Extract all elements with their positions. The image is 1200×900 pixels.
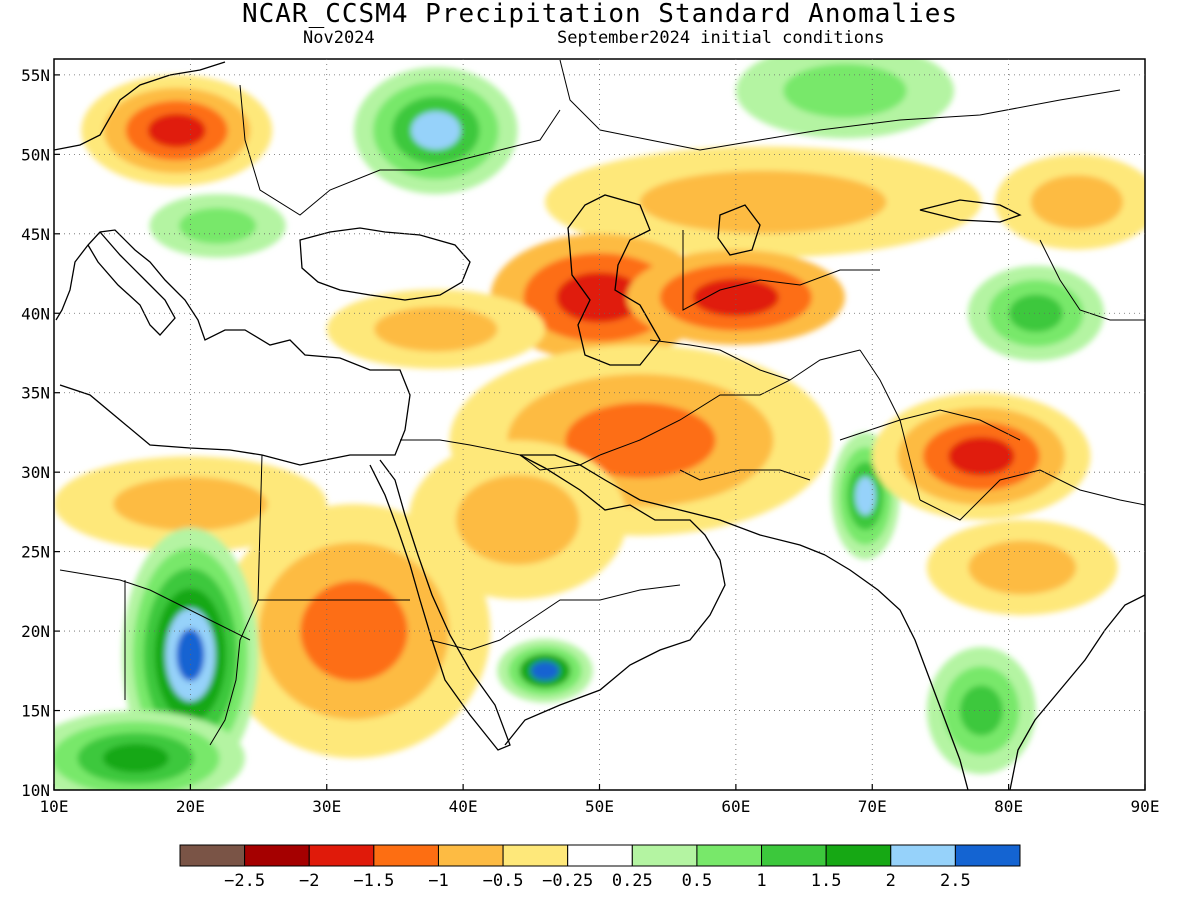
anomaly-pakistan-wet-level-3 [855,476,876,516]
anomaly-yemen-wet-level-3 [530,661,560,681]
anomaly-kazakhstan-dry-level-1 [639,170,887,234]
colorbar-swatch [373,844,439,867]
lon-tick-label: 60E [721,797,750,816]
lat-tick-label: 30N [21,463,50,482]
anomaly-north-india-dry-level-3 [948,437,1015,476]
forecast-month: Nov2024 [303,28,375,48]
anomaly-mongolia-dry-level-1 [1030,175,1124,229]
lon-tick-label: 20E [176,797,205,816]
colorbar-label: 1.5 [811,871,842,891]
colorbar-label: 0.25 [612,871,653,891]
colorbar-label: −1 [428,871,448,891]
colorbar-swatch [502,844,569,867]
aral-sea-coast [717,204,761,256]
anomaly-iran-dry-level-2 [565,402,716,478]
lon-tick-label: 80E [994,797,1023,816]
colorbar-label: −2.5 [224,871,265,891]
lat-tick-label: 35N [21,384,50,403]
initial-conditions-label: September2024 initial conditions [557,28,885,48]
india-west-coast [824,554,969,790]
lat-tick-label: 45N [21,225,50,244]
lon-tick-label: 30E [312,797,341,816]
colorbar-swatch [244,844,310,867]
graticule [54,59,1145,790]
coastlines [54,59,1145,790]
lat-tick-label: 50N [21,145,50,164]
lon-tick-label: 50E [585,797,614,816]
colorbar-label: −0.5 [483,871,524,891]
anomaly-ukraine-wet-level-3 [411,111,461,150]
lat-tick-label: 25N [21,543,50,562]
baltic-coast [54,61,226,151]
colorbar-label: 2.5 [940,871,971,891]
red-sea-coast [369,459,511,751]
colorbar-swatch [308,844,375,867]
colorbar-label: −1.5 [353,871,394,891]
colorbar-label: −0.25 [542,871,593,891]
persian-gulf-coast [504,454,726,746]
colorbar-swatch [954,844,1021,867]
country-borders [59,59,1145,746]
colorbar: −2.5 −2 −1.5 −1 −0.5 −0.25 0.25 0.5 1 1.5 2 2.5 [179,844,1021,891]
lon-tick-label: 70E [858,797,887,816]
colorbar-swatch [631,844,698,867]
colorbar-label: 2 [886,871,896,891]
colorbar-swatch [567,844,633,867]
longitude-axis: 10E 20E 30E 40E 50E 60E 70E 80E 90E [40,784,1160,816]
colorbar-label: 0.5 [682,871,713,891]
anomaly-south-india-wet-level-2 [959,685,1003,736]
balkhash-coast [919,199,1022,223]
anomaly-caspian-dry-level-2 [556,272,643,323]
plot-title: NCAR_CCSM4 Precipitation Standard Anomal… [241,0,959,29]
mediterranean-coast [55,229,411,466]
india-east-coast [1009,594,1145,790]
anomaly-field [54,59,1145,790]
lon-tick-label: 10E [40,797,69,816]
lon-tick-label: 90E [1131,797,1160,816]
latitude-axis: 10N 15N 20N 25N 30N 35N 40N 45N 50N 55N [21,66,60,800]
gulf-north-coast [520,454,826,556]
anomaly-sahel-wet-level-3 [102,743,169,773]
lat-tick-label: 20N [21,622,50,641]
lat-tick-label: 10N [21,781,50,800]
colorbar-swatch [179,844,246,867]
lat-tick-label: 55N [21,66,50,85]
colorbar-label: 1 [756,871,766,891]
anomaly-libya-dry-level-1 [113,477,268,531]
colorbar-swatch [890,844,956,867]
anomaly-russia-north-wet-level-1 [783,63,907,118]
anomaly-saudi-dry-level-1 [456,474,580,565]
black-sea-coast [299,227,471,301]
colorbar-swatch [825,844,892,867]
anomaly-balkans-wet-level-1 [179,207,257,244]
anomaly-central-india-dry-level-1 [968,540,1077,595]
colorbar-swatch [761,844,827,867]
colorbar-swatch [696,844,763,867]
caspian-sea-coast [567,194,661,366]
anomaly-anatolia-dry-level-1 [374,306,498,352]
anomaly-tarim-wet-level-2 [1009,294,1063,333]
colorbar-label: −2 [299,871,319,891]
lat-tick-label: 15N [21,702,50,721]
anomaly-turkmenistan-dry-level-2 [692,278,779,317]
italy-coast [87,231,176,336]
colorbar-swatch [437,844,504,867]
anomaly-central-europe-dry-level-3 [147,113,206,148]
lat-tick-label: 40N [21,304,50,323]
lon-tick-label: 40E [449,797,478,816]
